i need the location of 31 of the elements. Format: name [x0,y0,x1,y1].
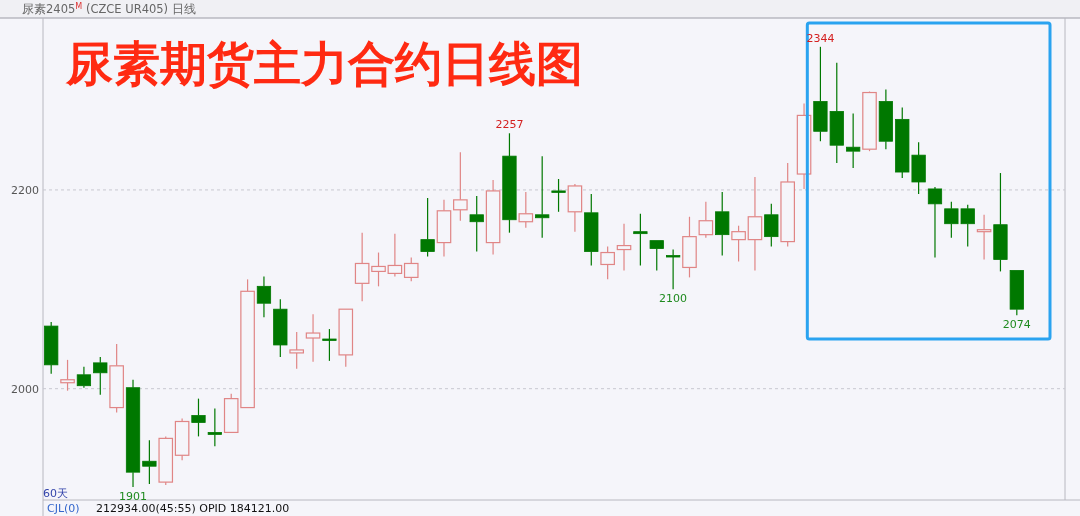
candlestick [485,179,501,256]
annotation: 60天 [43,487,68,500]
candlestick [469,195,484,253]
annotation: 2100 [659,292,688,306]
candlestick [387,233,403,277]
text: CJL(0) [47,502,80,515]
candlestick [305,313,321,363]
candlestick [567,183,583,233]
annotation: 1901 [119,490,148,504]
text: 212934.00(45:55) OPID 184121.00 [96,502,290,515]
candlestick [535,155,550,239]
candlestick [927,186,943,259]
candlestick [715,191,730,257]
candlestick [207,407,222,447]
y-tick-label: 2000 [11,382,39,396]
y-tick-label: 2200 [11,183,39,197]
candlestick [698,201,714,239]
candlestick [125,379,141,488]
candlestick [976,214,992,261]
candlestick [76,366,92,389]
candlestick [747,176,763,272]
candlestick [256,275,272,318]
candlestick [616,223,632,272]
annotation: 2257 [495,118,524,132]
candlestick [436,199,452,258]
candlestick [174,417,190,461]
annotation: 2074 [1002,318,1031,332]
chart-subtitle: 尿素2405$^{M}$ (CZCE UR405) 日线 [22,1,196,16]
candlestick [878,88,893,150]
chart-title: 尿素期货主力合约日线图 [65,36,583,91]
candlestick [666,248,681,290]
